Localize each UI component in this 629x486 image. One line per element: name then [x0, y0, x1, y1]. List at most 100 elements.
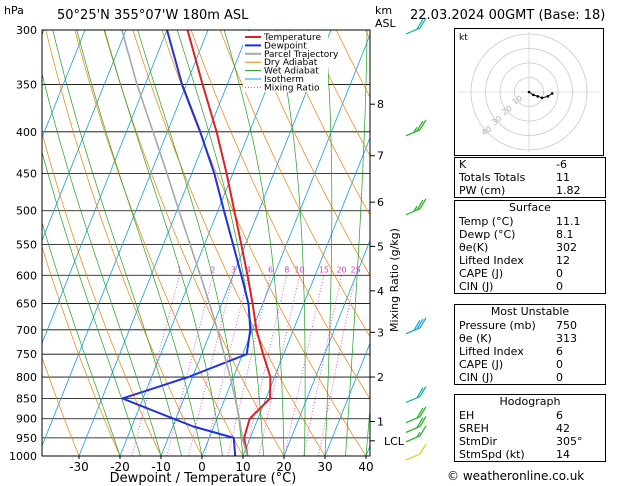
hodograph-point	[532, 93, 535, 97]
hodograph-point	[540, 96, 544, 100]
wind-barb-feather	[419, 119, 427, 131]
wet-adiabat-line	[275, 30, 306, 456]
legend-entry: Dewpoint	[264, 41, 307, 51]
legend-entry: Dry Adiabat	[264, 58, 318, 68]
km-tick-label: 6	[377, 196, 384, 209]
isotherm-line	[42, 30, 127, 242]
hodograph-unit: kt	[459, 33, 468, 43]
pressure-tick-label: 650	[16, 298, 37, 311]
km-tick-label: 5	[377, 240, 384, 253]
dry-adiabat-line	[248, 30, 370, 277]
isotherm-line	[119, 30, 291, 456]
most-unstable-panel: Most Unstable Pressure (mb) 750 θe (K) 313…	[454, 304, 606, 385]
legend-entry: Parcel Trajectory	[264, 50, 339, 60]
km-tick-label: 3	[377, 326, 384, 339]
pressure-tick-label: 550	[16, 238, 37, 251]
legend-entry: Isotherm	[264, 75, 304, 85]
hodograph-point	[527, 90, 531, 94]
wet-adiabat-line	[42, 221, 121, 456]
mu-row: CAPE (J) 0	[459, 358, 563, 371]
wet-adiabat-line	[42, 150, 141, 456]
pressure-tick-label: 750	[16, 348, 37, 361]
pressure-tick-label: 1000	[9, 450, 37, 463]
hodograph-point	[546, 95, 550, 98]
wind-barb-feather	[416, 199, 424, 211]
mixing-ratio-line	[204, 275, 249, 456]
index-row: K -6	[459, 158, 567, 171]
pressure-tick-label: 400	[16, 126, 37, 139]
parcel-trajectory	[121, 30, 249, 456]
hodo-row: EH 6	[459, 409, 563, 422]
legend-entry: Wet Adiabat	[264, 67, 319, 77]
wind-barb-staff	[405, 327, 421, 335]
mixing-ratio-label: 6	[268, 265, 273, 274]
wet-adiabat-line	[345, 30, 368, 456]
hodograph-table-title: Hodograph	[499, 395, 561, 408]
mixing-ratio-axis-label: Mixing Ratio (g/kg)	[388, 228, 401, 332]
temperature-tick-label: -20	[110, 460, 130, 474]
wet-adiabat-line	[52, 30, 182, 456]
hodograph-table: Hodograph EH 6 SREH 42 StmDir 305° StmSpd (…	[454, 394, 606, 462]
isotherm-line	[78, 30, 250, 456]
isotherm-line	[201, 33, 370, 456]
temperature-tick-label: 0	[198, 460, 206, 474]
wind-barb	[405, 443, 427, 461]
temperature-tick-label: -10	[151, 460, 171, 474]
mixing-ratio-label: 10	[295, 265, 305, 274]
mixing-ratio-line	[284, 275, 325, 456]
mu-row: Lifted Index 6	[459, 345, 563, 358]
km-tick-label: 4	[377, 285, 384, 298]
location-title: 50°25'N 355°07'W 180m ASL	[57, 8, 249, 23]
wind-barb-feather	[416, 18, 424, 30]
wind-barb	[405, 425, 427, 443]
mixing-ratio-line	[303, 275, 342, 456]
wind-barb-feather	[416, 387, 424, 399]
wind-barb-staff	[405, 395, 421, 404]
isotherm-line	[160, 30, 332, 456]
dewpoint-profile	[121, 30, 252, 456]
asl-label: ASL	[375, 17, 397, 30]
mixing-ratio-line	[258, 275, 300, 456]
isotherm-line	[324, 342, 370, 456]
pressure-tick-label: 900	[16, 413, 37, 426]
pressure-tick-label: 700	[16, 324, 37, 337]
temperature-tick-label: -30	[69, 460, 89, 474]
wind-barb-staff	[405, 435, 421, 443]
mixing-ratio-line	[244, 275, 288, 456]
km-tick-label: 1	[377, 415, 384, 428]
dry-adiabat-line	[42, 356, 80, 456]
most-unstable-title: Most Unstable	[490, 305, 570, 318]
km-tick-label: 2	[377, 371, 384, 384]
mu-row: θe (K) 313	[459, 332, 577, 345]
wet-adiabat-line	[76, 30, 203, 456]
wind-barb-feather	[419, 425, 427, 437]
dry-adiabat-line	[132, 30, 326, 456]
datetime-title: 22.03.2024 00GMT (Base: 18)	[410, 8, 606, 23]
isotherm-line	[0, 30, 3, 456]
wind-barb-feather	[416, 407, 424, 419]
dry-adiabat-line	[190, 30, 370, 400]
indices-panel: K -6 Totals Totals 11 PW (cm) 1.82	[454, 157, 606, 198]
wet-adiabat-line	[223, 30, 285, 456]
surface-title: Surface	[509, 201, 551, 214]
isotherm-line	[283, 239, 370, 456]
hodograph-point	[550, 92, 554, 95]
wind-barb	[405, 416, 427, 433]
hodo-row: StmDir 305°	[459, 435, 583, 448]
wet-adiabat-line	[42, 72, 162, 456]
mu-row: CIN (J) 0	[459, 371, 563, 384]
pressure-tick-label: 300	[16, 24, 37, 37]
pressure-tick-label: 450	[16, 167, 37, 180]
wind-barb-staff	[405, 453, 421, 461]
mixing-ratio-label: 1	[177, 265, 182, 274]
hodo-row: SREH 42	[459, 422, 570, 435]
temperature-tick-label: 30	[317, 460, 332, 474]
wind-barb-staff	[405, 208, 421, 216]
pressure-tick-label: 350	[16, 79, 37, 92]
isotherm-line	[42, 30, 86, 139]
wind-barb-feather	[413, 319, 421, 331]
wind-barb-feather	[419, 406, 427, 418]
mixing-ratio-label: 8	[284, 265, 289, 274]
surface-row: Temp (°C) 11.1	[459, 215, 581, 228]
